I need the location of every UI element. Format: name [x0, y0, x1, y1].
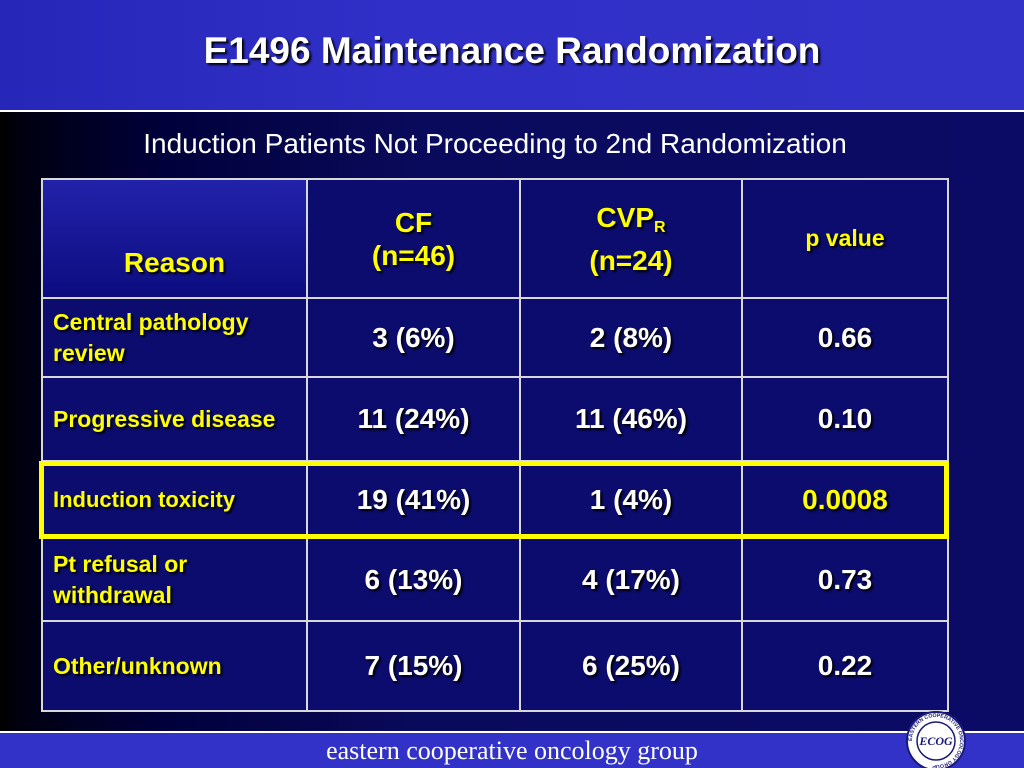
- header-cf-n: (n=46): [371, 239, 456, 271]
- cvp-value: 11 (46%): [574, 403, 688, 434]
- header-p-value-label: p value: [805, 225, 885, 251]
- p-value: 0.10: [817, 403, 873, 434]
- cvp-cell: 6 (25%): [519, 620, 743, 712]
- reason-label: Other/unknown: [53, 652, 222, 679]
- slide-title: E1496 Maintenance Randomization: [203, 30, 821, 71]
- p-value: 0.66: [817, 321, 873, 353]
- cvp-cell: 1 (4%): [519, 460, 743, 539]
- table-row: Progressive disease 11 (24%) 11 (46%) 0.…: [41, 376, 949, 462]
- reason-cell: Central pathology review: [41, 297, 308, 378]
- p-cell: 0.0008: [741, 460, 949, 539]
- footer-bar: eastern cooperative oncology group: [0, 731, 1024, 768]
- cf-value: 19 (41%): [356, 483, 471, 515]
- header-cvp-subscript: R: [654, 218, 666, 236]
- header-cvp-n: (n=24): [589, 244, 673, 276]
- footer-text: eastern cooperative oncology group: [326, 736, 698, 765]
- cvp-value: 1 (4%): [589, 483, 673, 515]
- header-cf-label: CF: [394, 206, 433, 238]
- reason-cell: Progressive disease: [41, 376, 308, 462]
- reason-cell: Other/unknown: [41, 620, 308, 712]
- cf-cell: 11 (24%): [306, 376, 521, 462]
- data-table: Reason CF (n=46) CVPR (n=24) p value Cen…: [41, 178, 949, 712]
- cvp-cell: 2 (8%): [519, 297, 743, 378]
- p-value: 0.73: [817, 563, 873, 595]
- cvp-value: 6 (25%): [581, 650, 681, 681]
- p-cell: 0.66: [741, 297, 949, 378]
- header-p-value: p value: [741, 178, 949, 299]
- cvp-cell: 4 (17%): [519, 537, 743, 622]
- header-cvp-label: CVPR: [596, 201, 666, 236]
- table-row: Central pathology review 3 (6%) 2 (8%) 0…: [41, 297, 949, 378]
- p-cell: 0.10: [741, 376, 949, 462]
- cvp-value: 4 (17%): [581, 563, 681, 595]
- reason-label: Central pathology review: [53, 308, 249, 366]
- header-cf: CF (n=46): [306, 178, 521, 299]
- cvp-cell: 11 (46%): [519, 376, 743, 462]
- reason-label: Progressive disease: [53, 405, 276, 432]
- cf-value: 6 (13%): [364, 563, 463, 595]
- header-reason-label: Reason: [123, 247, 226, 278]
- ecog-logo: EASTERN COOPERATIVE ONCOLOGY GROUP ECOG: [906, 711, 966, 768]
- header-reason: Reason: [41, 178, 308, 299]
- reason-label: Induction toxicity: [53, 487, 236, 512]
- p-cell: 0.73: [741, 537, 949, 622]
- cf-cell: 7 (15%): [306, 620, 521, 712]
- cf-cell: 19 (41%): [306, 460, 521, 539]
- title-bar: E1496 Maintenance Randomization: [0, 0, 1024, 112]
- cf-value: 3 (6%): [372, 321, 455, 353]
- cvp-value: 2 (8%): [589, 321, 673, 353]
- p-value: 0.0008: [802, 483, 888, 515]
- cf-value: 11 (24%): [357, 403, 470, 434]
- cf-cell: 3 (6%): [306, 297, 521, 378]
- p-value: 0.22: [817, 650, 873, 681]
- reason-cell: Induction toxicity: [41, 460, 308, 539]
- table-row: Other/unknown 7 (15%) 6 (25%) 0.22: [41, 620, 949, 712]
- reason-cell: Pt refusal or withdrawal: [41, 537, 308, 622]
- logo-text: ECOG: [918, 734, 953, 748]
- table-row-highlighted: Induction toxicity 19 (41%) 1 (4%) 0.000…: [41, 460, 949, 539]
- slide-subtitle: Induction Patients Not Proceeding to 2nd…: [143, 128, 847, 159]
- header-cvp: CVPR (n=24): [519, 178, 743, 299]
- p-cell: 0.22: [741, 620, 949, 712]
- cf-value: 7 (15%): [364, 650, 463, 681]
- cf-cell: 6 (13%): [306, 537, 521, 622]
- table-header-row: Reason CF (n=46) CVPR (n=24) p value: [41, 178, 949, 299]
- table-row: Pt refusal or withdrawal 6 (13%) 4 (17%)…: [41, 537, 949, 622]
- reason-label: Pt refusal or withdrawal: [53, 550, 188, 608]
